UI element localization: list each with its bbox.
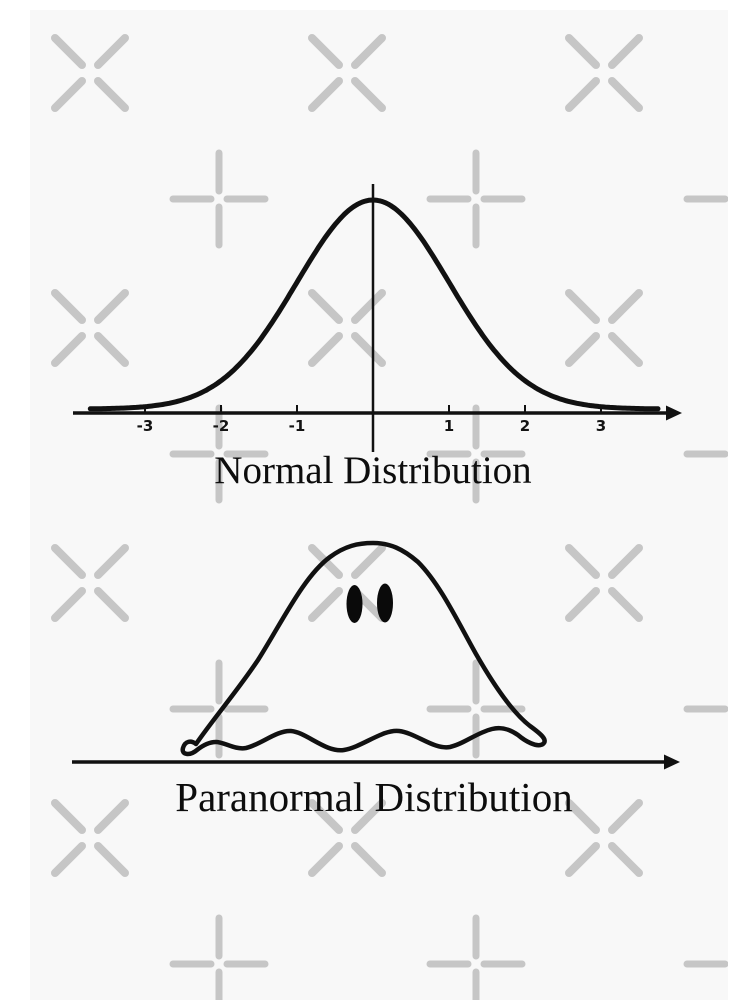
normal-distribution-title: Normal Distribution — [214, 449, 531, 492]
plus-watermark-icon — [169, 149, 269, 249]
ghost-right-eye — [377, 583, 393, 623]
plus-watermark-icon — [169, 914, 269, 1000]
ghost-left-eye — [346, 585, 363, 623]
x-watermark-icon — [51, 289, 129, 367]
x-tick-label: 1 — [444, 417, 454, 435]
x-watermark-icon — [308, 34, 386, 112]
plus-watermark-icon — [426, 149, 526, 249]
normal-curve — [87, 197, 661, 412]
paranormal-distribution-chart: Paranormal Distribution — [72, 540, 680, 820]
x-watermark-icon — [51, 544, 129, 622]
paranormal-distribution-title: Paranormal Distribution — [175, 774, 572, 820]
normal-x-axis-arrowhead-icon — [666, 405, 682, 421]
plus-watermark-icon — [426, 914, 526, 1000]
x-watermark-icon — [51, 34, 129, 112]
plus-watermark-icon — [683, 195, 728, 203]
x-tick-label: -2 — [213, 417, 230, 435]
plus-watermark-icon — [683, 960, 728, 968]
x-tick-label: -1 — [289, 417, 306, 435]
normal-distribution-chart: -3 -2 -1 1 2 3 Normal Distribution — [73, 184, 682, 492]
ghost-outline — [180, 540, 547, 757]
x-tick-label: 3 — [596, 417, 606, 435]
art-background — [30, 10, 728, 1000]
plus-watermark-icon — [683, 705, 728, 713]
normal-axis-ticks: -3 -2 -1 1 2 3 — [137, 405, 606, 435]
watermark-layer — [51, 34, 728, 1000]
plus-watermark-icon — [169, 659, 269, 759]
x-watermark-icon — [308, 289, 386, 367]
x-watermark-icon — [565, 799, 643, 877]
x-watermark-icon — [308, 799, 386, 877]
x-watermark-icon — [51, 799, 129, 877]
x-tick-label: -3 — [137, 417, 154, 435]
x-watermark-icon — [565, 34, 643, 112]
paranormal-x-axis-arrowhead-icon — [664, 754, 680, 770]
x-watermark-icon — [565, 544, 643, 622]
x-tick-label: 2 — [520, 417, 530, 435]
x-watermark-icon — [565, 289, 643, 367]
plus-watermark-icon — [683, 450, 728, 458]
